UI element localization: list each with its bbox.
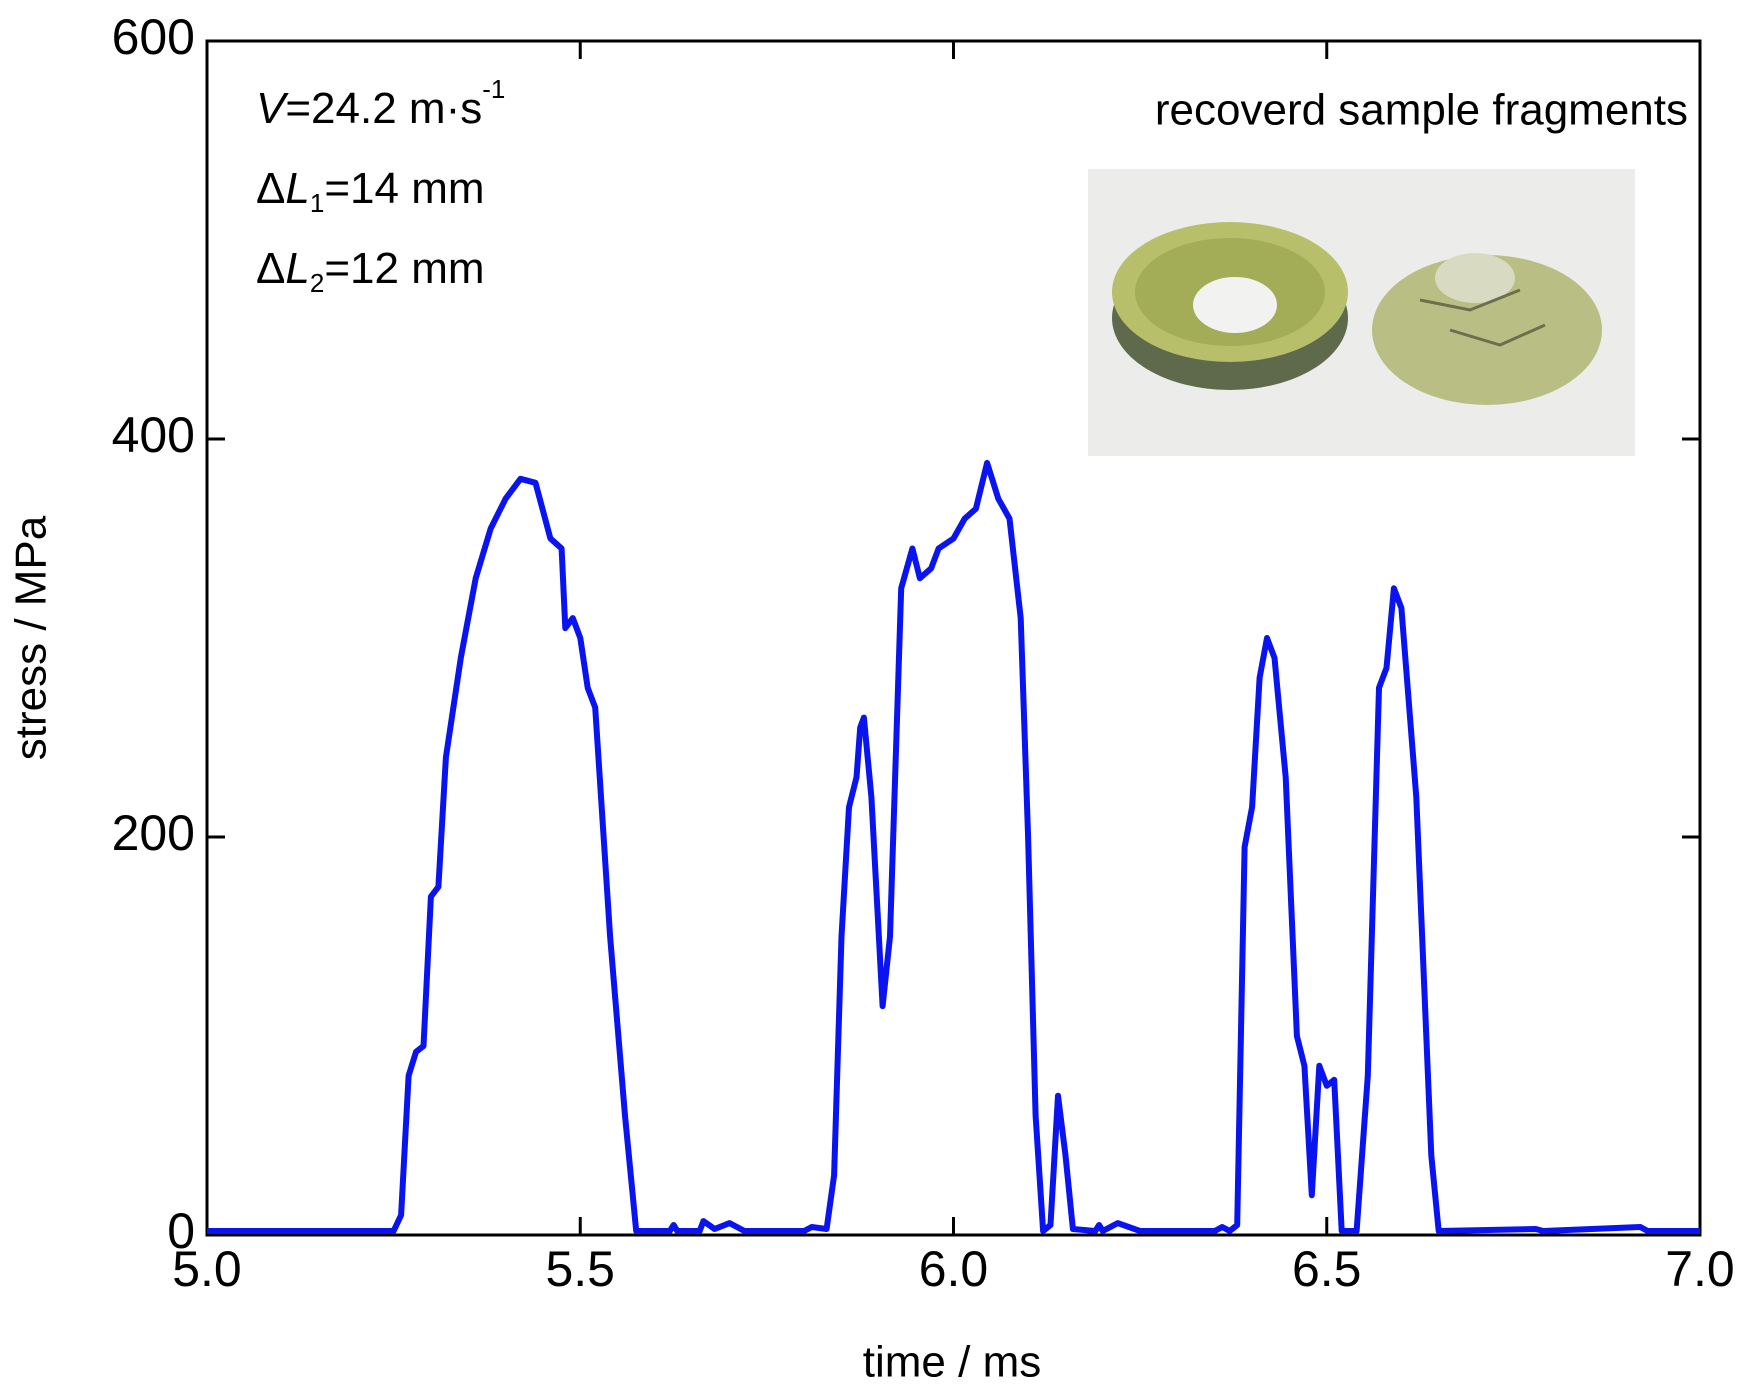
x-tick-label: 6.0 bbox=[919, 1241, 989, 1297]
x-tick-label: 6.5 bbox=[1292, 1241, 1362, 1297]
annotation-text: =12 mm bbox=[324, 244, 484, 293]
annotation-prefix: Δ bbox=[256, 244, 285, 293]
annotation: V=24.2 m·s-1 bbox=[256, 74, 505, 133]
y-tick-label: 400 bbox=[112, 407, 195, 463]
inset-photo bbox=[1088, 169, 1635, 456]
y-tick-label: 600 bbox=[112, 9, 195, 65]
annotation-superscript: -1 bbox=[482, 74, 505, 104]
inset-caption: recoverd sample fragments bbox=[1155, 86, 1688, 135]
x-tick-label: 7.0 bbox=[1665, 1241, 1735, 1297]
y-axis-label: stress / MPa bbox=[7, 515, 56, 760]
annotation-subscript: 2 bbox=[310, 268, 324, 298]
x-tick-label: 5.0 bbox=[172, 1241, 242, 1297]
x-tick-label: 5.5 bbox=[545, 1241, 615, 1297]
annotation-subscript: 1 bbox=[310, 188, 324, 218]
annotation-prefix: Δ bbox=[256, 164, 285, 213]
annotation-symbol: V bbox=[256, 84, 289, 133]
annotation: ΔL1=14 mm bbox=[256, 164, 485, 218]
data-line bbox=[207, 459, 1700, 1234]
annotation-symbol: L bbox=[285, 164, 309, 213]
annotation: ΔL2=12 mm bbox=[256, 244, 485, 298]
annotation-text: =14 mm bbox=[324, 164, 484, 213]
annotation-text: =24.2 m·s bbox=[285, 84, 482, 133]
x-axis-label: time / ms bbox=[863, 1338, 1041, 1387]
y-tick-label: 200 bbox=[112, 805, 195, 861]
annotation-symbol: L bbox=[285, 244, 309, 293]
y-tick-label: 0 bbox=[167, 1203, 195, 1259]
